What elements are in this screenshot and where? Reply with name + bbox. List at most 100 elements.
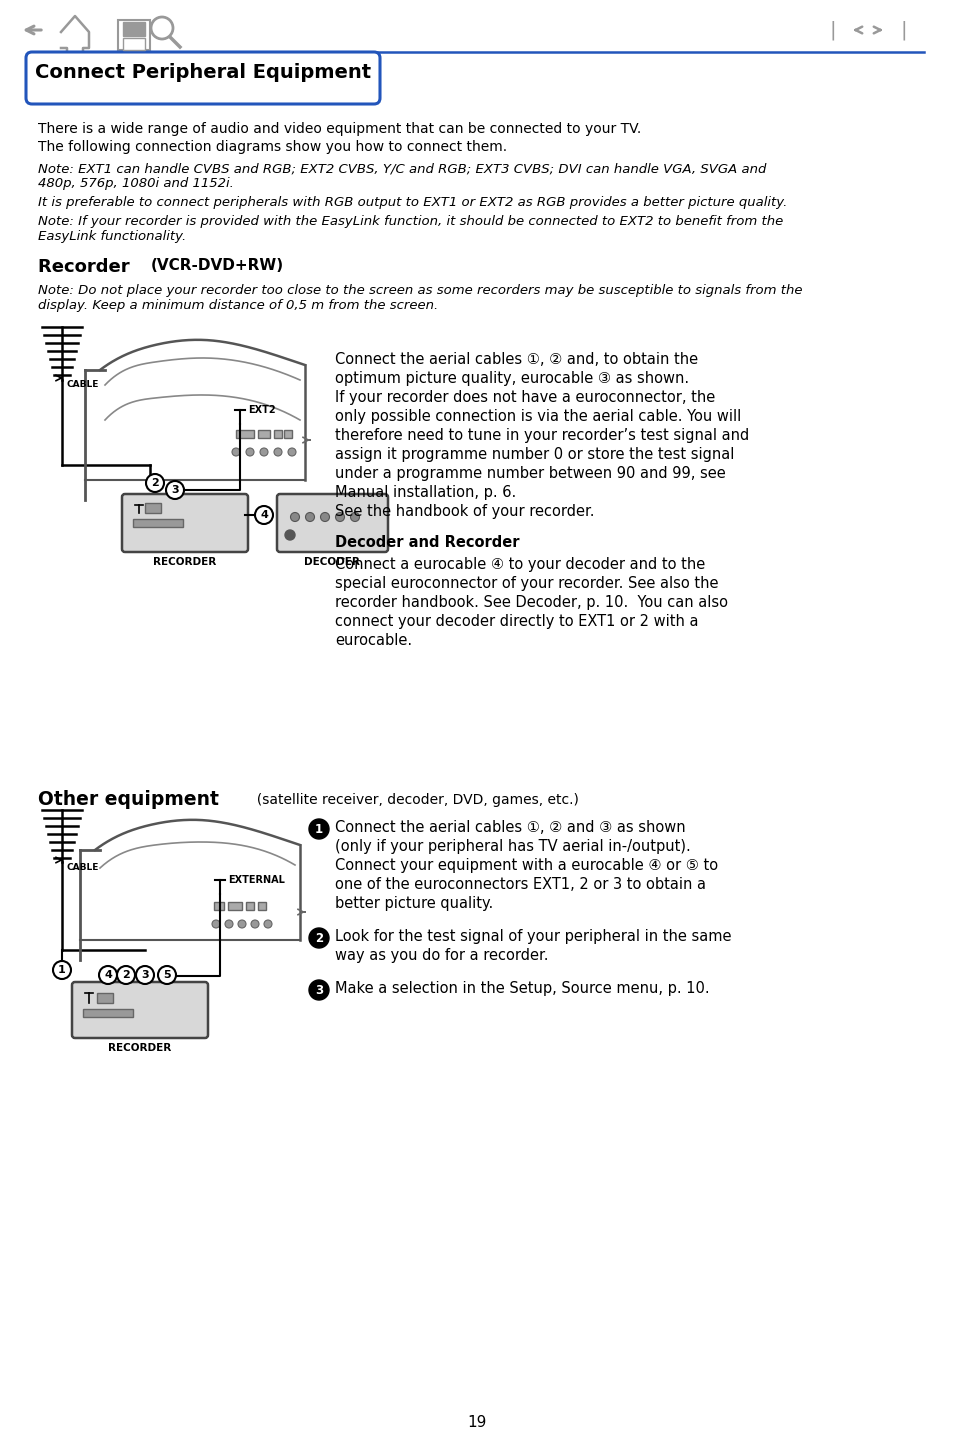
- Circle shape: [320, 513, 329, 522]
- Circle shape: [291, 513, 299, 522]
- FancyBboxPatch shape: [122, 494, 248, 552]
- Text: special euroconnector of your recorder. See also the: special euroconnector of your recorder. …: [335, 576, 718, 590]
- Text: 3: 3: [314, 983, 323, 996]
- Text: Connect Peripheral Equipment: Connect Peripheral Equipment: [35, 63, 371, 82]
- Text: (only if your peripheral has TV aerial in-/output).: (only if your peripheral has TV aerial i…: [335, 838, 690, 854]
- Circle shape: [264, 920, 272, 929]
- Circle shape: [251, 920, 258, 929]
- Circle shape: [212, 920, 220, 929]
- Bar: [123, 39, 145, 50]
- Text: It is preferable to connect peripherals with RGB output to EXT1 or EXT2 as RGB p: It is preferable to connect peripherals …: [38, 196, 786, 209]
- Circle shape: [335, 513, 344, 522]
- Text: Note: Do not place your recorder too close to the screen as some recorders may b: Note: Do not place your recorder too clo…: [38, 284, 801, 312]
- Circle shape: [274, 449, 282, 456]
- Text: eurocable.: eurocable.: [335, 633, 412, 648]
- Circle shape: [99, 966, 117, 984]
- Circle shape: [309, 820, 329, 838]
- Text: 4: 4: [104, 970, 112, 980]
- Circle shape: [166, 481, 184, 499]
- Text: 3: 3: [141, 970, 149, 980]
- Bar: [246, 901, 253, 910]
- Text: The following connection diagrams show you how to connect them.: The following connection diagrams show y…: [38, 140, 507, 153]
- Circle shape: [254, 506, 273, 524]
- Text: See the handbook of your recorder.: See the handbook of your recorder.: [335, 504, 594, 519]
- Text: |: |: [900, 20, 906, 40]
- Text: If your recorder does not have a euroconnector, the: If your recorder does not have a eurocon…: [335, 390, 715, 406]
- Text: 4: 4: [260, 510, 268, 520]
- Text: Look for the test signal of your peripheral in the same: Look for the test signal of your periphe…: [335, 929, 731, 944]
- Text: Connect a eurocable ④ to your decoder and to the: Connect a eurocable ④ to your decoder an…: [335, 557, 704, 572]
- Bar: [257, 430, 270, 438]
- Text: connect your decoder directly to EXT1 or 2 with a: connect your decoder directly to EXT1 or…: [335, 613, 698, 629]
- Bar: [145, 503, 161, 513]
- Text: recorder handbook. See Decoder, p. 10.  You can also: recorder handbook. See Decoder, p. 10. Y…: [335, 595, 727, 610]
- Text: (satellite receiver, decoder, DVD, games, etc.): (satellite receiver, decoder, DVD, games…: [248, 792, 578, 807]
- Text: 1: 1: [58, 964, 66, 974]
- FancyBboxPatch shape: [71, 982, 208, 1037]
- Text: 2: 2: [314, 931, 323, 944]
- Text: 19: 19: [467, 1414, 486, 1430]
- FancyBboxPatch shape: [276, 494, 388, 552]
- Text: way as you do for a recorder.: way as you do for a recorder.: [335, 949, 548, 963]
- Text: RECORDER: RECORDER: [153, 557, 216, 567]
- Text: 2: 2: [151, 479, 159, 489]
- Bar: [235, 430, 253, 438]
- Text: DECODER: DECODER: [304, 557, 359, 567]
- Bar: [213, 901, 224, 910]
- Circle shape: [288, 449, 295, 456]
- Text: Connect the aerial cables ①, ② and ③ as shown: Connect the aerial cables ①, ② and ③ as …: [335, 820, 685, 835]
- Text: one of the euroconnectors EXT1, 2 or 3 to obtain a: one of the euroconnectors EXT1, 2 or 3 t…: [335, 877, 705, 891]
- Text: Decoder and Recorder: Decoder and Recorder: [335, 535, 519, 550]
- Circle shape: [260, 449, 268, 456]
- Text: RECORDER: RECORDER: [109, 1043, 172, 1053]
- Circle shape: [237, 920, 246, 929]
- Text: Note: If your recorder is provided with the EasyLink function, it should be conn: Note: If your recorder is provided with …: [38, 215, 782, 244]
- Circle shape: [158, 966, 175, 984]
- Text: Note: EXT1 can handle CVBS and RGB; EXT2 CVBS, Y/C and RGB; EXT3 CVBS; DVI can h: Note: EXT1 can handle CVBS and RGB; EXT2…: [38, 162, 765, 191]
- Text: 2: 2: [122, 970, 130, 980]
- Text: Connect your equipment with a eurocable ④ or ⑤ to: Connect your equipment with a eurocable …: [335, 858, 718, 873]
- Circle shape: [225, 920, 233, 929]
- Text: Manual installation, p. 6.: Manual installation, p. 6.: [335, 484, 516, 500]
- Text: 5: 5: [163, 970, 171, 980]
- Text: Recorder: Recorder: [38, 258, 135, 277]
- Text: There is a wide range of audio and video equipment that can be connected to your: There is a wide range of audio and video…: [38, 122, 640, 136]
- Bar: [132, 519, 183, 527]
- Bar: [284, 430, 292, 438]
- Text: EXT2: EXT2: [248, 406, 275, 416]
- Circle shape: [309, 929, 329, 949]
- Circle shape: [350, 513, 359, 522]
- FancyBboxPatch shape: [26, 52, 379, 105]
- Text: Connect the aerial cables ①, ② and, to obtain the: Connect the aerial cables ①, ② and, to o…: [335, 353, 698, 367]
- Text: therefore need to tune in your recorder’s test signal and: therefore need to tune in your recorder’…: [335, 428, 748, 443]
- Text: 3: 3: [171, 484, 178, 494]
- Circle shape: [309, 980, 329, 1000]
- Text: 1: 1: [314, 823, 323, 835]
- Text: optimum picture quality, eurocable ③ as shown.: optimum picture quality, eurocable ③ as …: [335, 371, 688, 385]
- Circle shape: [53, 962, 71, 979]
- Text: (VCR-DVD+RW): (VCR-DVD+RW): [151, 258, 284, 274]
- Text: only possible connection is via the aerial cable. You will: only possible connection is via the aeri…: [335, 408, 740, 424]
- Circle shape: [146, 474, 164, 492]
- Text: better picture quality.: better picture quality.: [335, 896, 493, 911]
- Bar: [257, 901, 266, 910]
- Circle shape: [285, 530, 294, 540]
- Text: assign it programme number 0 or store the test signal: assign it programme number 0 or store th…: [335, 447, 734, 461]
- Circle shape: [305, 513, 314, 522]
- Text: CABLE: CABLE: [67, 863, 99, 873]
- Bar: [97, 993, 112, 1003]
- Bar: [274, 430, 282, 438]
- Text: CABLE: CABLE: [67, 380, 99, 388]
- Bar: [228, 901, 242, 910]
- Bar: [123, 21, 145, 36]
- Text: |: |: [829, 20, 836, 40]
- Circle shape: [246, 449, 253, 456]
- Circle shape: [117, 966, 135, 984]
- Text: EXTERNAL: EXTERNAL: [228, 876, 285, 886]
- Circle shape: [232, 449, 240, 456]
- Text: under a programme number between 90 and 99, see: under a programme number between 90 and …: [335, 466, 725, 481]
- Text: Make a selection in the Setup, Source menu, p. 10.: Make a selection in the Setup, Source me…: [335, 982, 709, 996]
- Bar: [83, 1009, 132, 1017]
- Circle shape: [136, 966, 153, 984]
- Text: Other equipment: Other equipment: [38, 790, 218, 810]
